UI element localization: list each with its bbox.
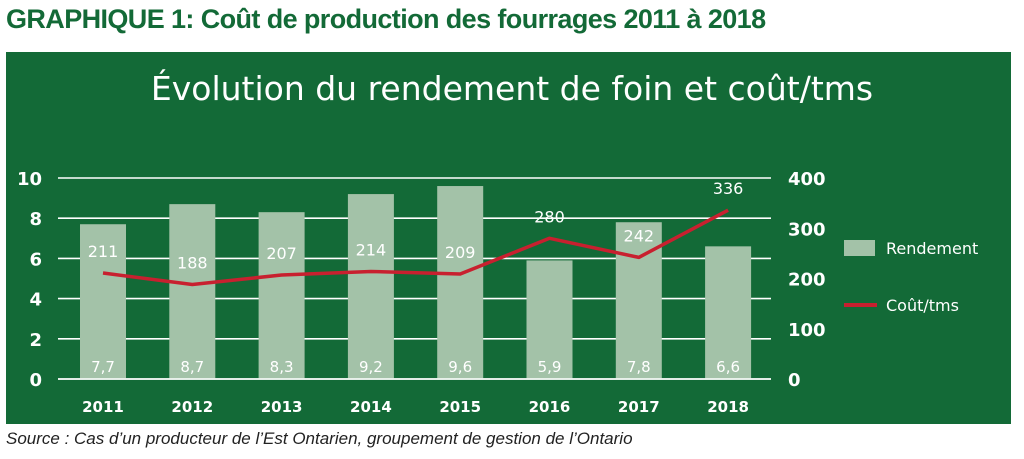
line-cout-tms: [102, 208, 729, 287]
bar-value-label: 9,6: [448, 358, 472, 376]
bar-rendement: [526, 260, 573, 379]
line-value-label: 242: [624, 226, 655, 245]
bar-rendement: [705, 246, 752, 379]
bar-value-label: 7,8: [627, 358, 651, 376]
bar-value-label: 6,6: [716, 358, 740, 376]
x-axis-tick: 2016: [529, 398, 571, 416]
line-value-label: 188: [177, 254, 208, 273]
left-axis-tick: 8: [29, 209, 42, 230]
legend-label-cout: Coût/tms: [886, 296, 959, 315]
left-axis-tick: 6: [29, 249, 42, 270]
bar-value-label: 8,7: [180, 358, 204, 376]
line-value-label: 336: [713, 179, 744, 198]
line-value-label: 211: [88, 242, 119, 261]
right-axis-tick: 300: [788, 219, 826, 240]
bar-rendement: [347, 194, 394, 379]
figure-heading: GRAPHIQUE 1: Coût de production des four…: [6, 4, 766, 34]
left-axis-tick: 2: [29, 330, 42, 351]
bar-rendement: [169, 204, 216, 379]
bar-value-label: 5,9: [538, 358, 562, 376]
line-value-label: 214: [356, 240, 387, 259]
x-axis-tick: 2012: [171, 398, 213, 416]
left-axis-tick: 4: [29, 290, 42, 311]
line-value-label: 209: [445, 243, 476, 262]
x-axis-tick: 2018: [707, 398, 749, 416]
legend-swatch-rendement: [844, 240, 875, 256]
bar-rendement: [437, 186, 484, 379]
right-axis-tick: 200: [788, 270, 826, 291]
x-axis-tick: 2015: [439, 398, 481, 416]
legend-label-rendement: Rendement: [886, 239, 978, 258]
x-axis-tick: 2013: [261, 398, 303, 416]
bar-rendement: [615, 222, 662, 379]
source-note: Source : Cas d’un producteur de l’Est On…: [6, 429, 633, 448]
line-value-label: 280: [534, 207, 565, 226]
left-axis-tick: 0: [29, 370, 42, 391]
left-axis-tick: 10: [17, 169, 42, 190]
right-axis-tick: 0: [788, 370, 801, 391]
bar-value-label: 7,7: [91, 358, 115, 376]
bar-value-label: 9,2: [359, 358, 383, 376]
x-axis-tick: 2014: [350, 398, 392, 416]
x-axis-tick: 2017: [618, 398, 660, 416]
x-axis-tick: 2011: [82, 398, 124, 416]
bar-rendement: [80, 224, 126, 379]
bar-rendement: [258, 212, 305, 379]
right-axis-tick: 400: [788, 169, 826, 190]
line-value-label: 207: [266, 244, 297, 263]
chart-title: Évolution du rendement de foin et coût/t…: [151, 68, 873, 108]
bar-value-label: 8,3: [270, 358, 294, 376]
right-axis-tick: 100: [788, 320, 826, 341]
